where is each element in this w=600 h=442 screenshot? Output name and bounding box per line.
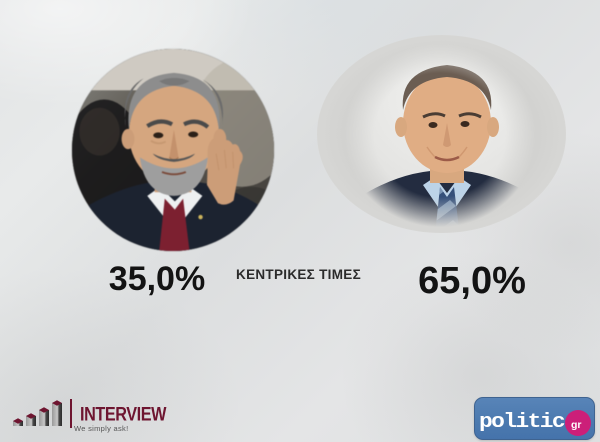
svg-text:gr: gr bbox=[571, 419, 582, 431]
svg-text:INTERVIEW: INTERVIEW bbox=[80, 405, 166, 426]
svg-text:politic: politic bbox=[479, 411, 564, 434]
